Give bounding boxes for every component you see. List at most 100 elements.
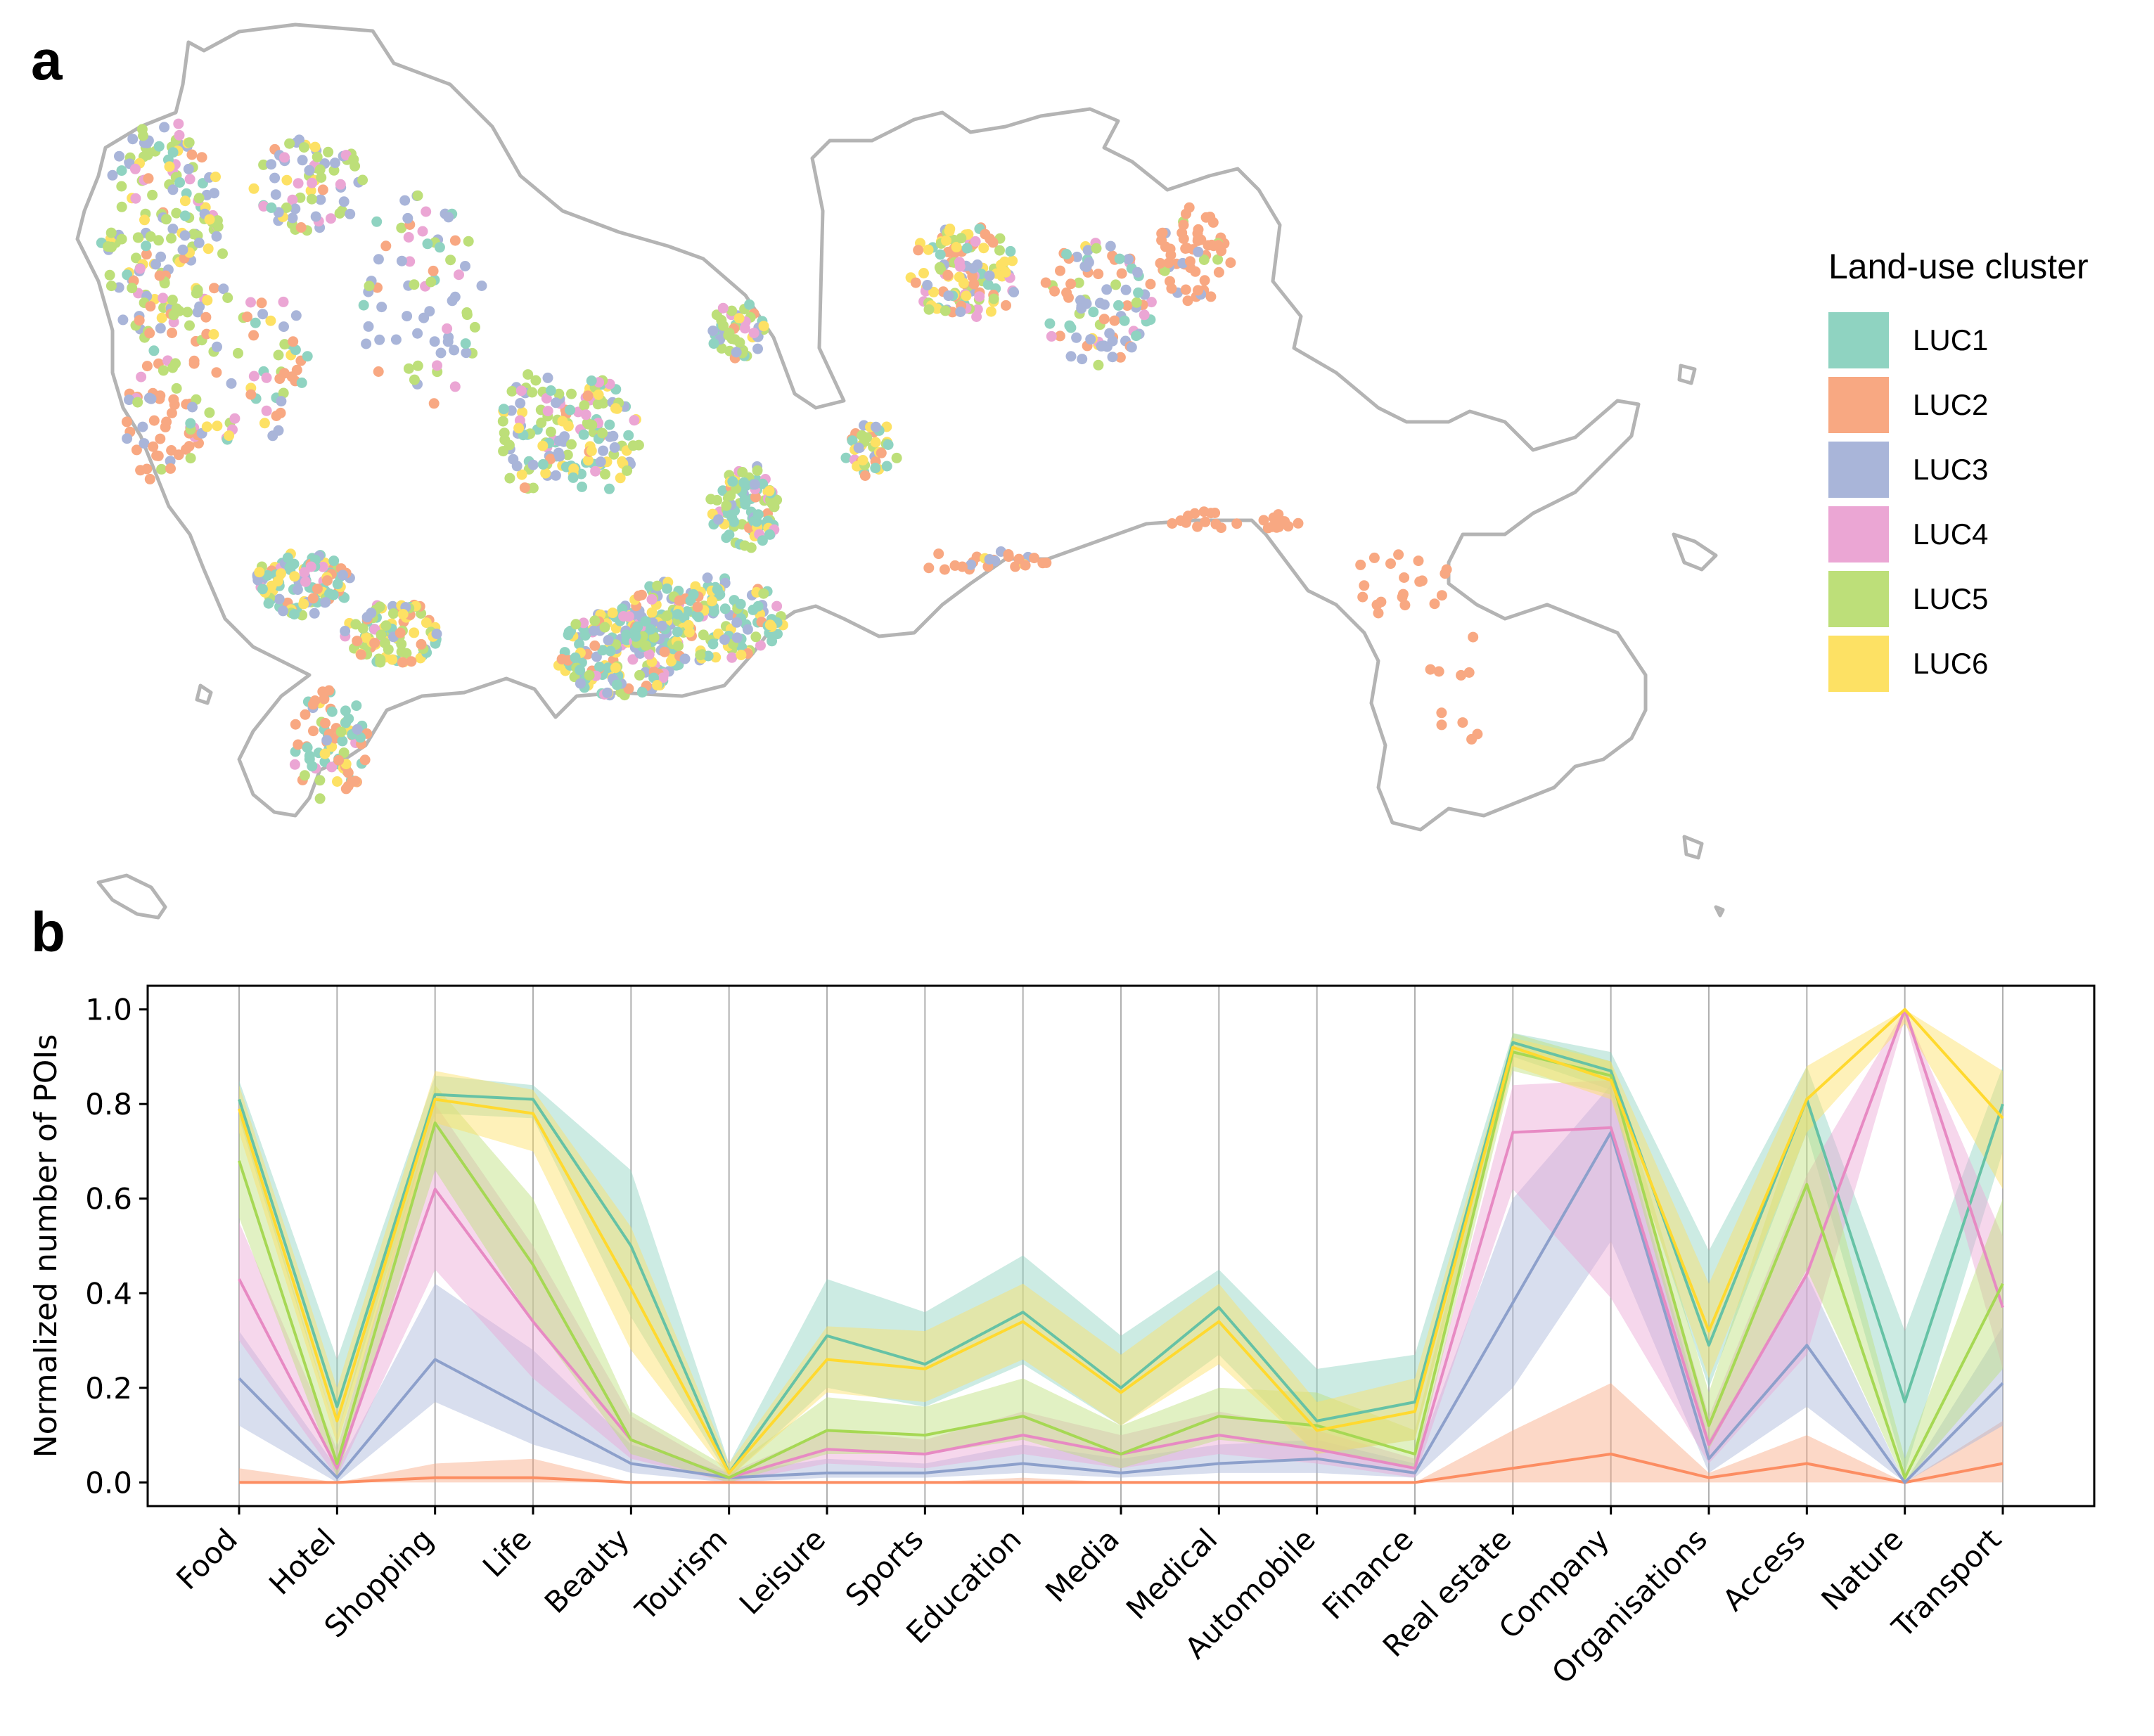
map-point [153, 235, 164, 246]
map-point [499, 427, 510, 439]
map-point [1076, 303, 1087, 314]
map-point [289, 759, 300, 770]
map-point [942, 269, 954, 281]
map-point [627, 654, 639, 665]
map-point [764, 485, 775, 496]
map-point [721, 500, 732, 511]
map-point [622, 465, 633, 476]
map-point [326, 706, 338, 717]
map-point [1436, 707, 1447, 719]
map-point [314, 164, 326, 175]
map-point [1094, 297, 1105, 309]
map-point [300, 576, 311, 587]
map-point [1192, 521, 1203, 532]
map-point [412, 190, 423, 201]
map-point [320, 718, 331, 728]
map-point [556, 654, 568, 664]
map-point [148, 415, 160, 426]
map-point [593, 389, 604, 400]
map-point [155, 433, 166, 444]
map-point [646, 594, 658, 605]
map-point [955, 307, 966, 317]
map-point [645, 624, 656, 635]
map-point [134, 315, 145, 326]
map-point [278, 605, 288, 617]
map-point [319, 748, 331, 759]
map-point [137, 421, 148, 432]
legend-item-luc3: LUC3 [1828, 437, 2152, 502]
map-point [328, 555, 340, 567]
map-point [188, 358, 200, 369]
map-point [1436, 719, 1447, 731]
series-line-luc6 [238, 1008, 2004, 1474]
map-point [250, 317, 261, 328]
map-point [542, 372, 553, 383]
map-point [891, 452, 902, 463]
legend-swatch-luc2 [1828, 377, 1889, 433]
map-point [387, 654, 398, 665]
map-point [1425, 664, 1436, 675]
map-point [586, 445, 597, 456]
map-point [355, 649, 366, 660]
map-point [155, 323, 166, 334]
map-point [449, 235, 461, 246]
map-point [563, 420, 574, 432]
map-point [497, 416, 508, 427]
map-point [604, 483, 615, 494]
map-point [192, 288, 203, 298]
map-point [597, 645, 608, 656]
map-point [117, 314, 129, 326]
map-point [461, 347, 472, 359]
map-point [209, 283, 219, 294]
map-point [363, 321, 374, 332]
map-point [340, 705, 351, 716]
map-point [371, 216, 383, 227]
map-point [233, 347, 243, 359]
map-point [1216, 245, 1227, 257]
map-point [674, 595, 685, 606]
map-point [1061, 249, 1072, 259]
map-point [192, 307, 203, 318]
map-hexbin-points [96, 118, 1483, 804]
map-point [726, 305, 738, 316]
map-point [918, 268, 929, 278]
map-point [469, 321, 480, 333]
map-point [958, 278, 969, 289]
map-point [951, 241, 962, 252]
map-point [212, 215, 223, 226]
map-point [1355, 559, 1366, 570]
map-point [562, 449, 573, 461]
map-point [332, 579, 343, 590]
map-point [409, 627, 420, 638]
map-point [155, 390, 166, 401]
map-point [443, 212, 454, 223]
map-point [287, 194, 298, 205]
map-point [1373, 607, 1384, 619]
map-point [935, 249, 946, 260]
map-point [1029, 553, 1040, 564]
map-point [764, 529, 775, 540]
map-point [166, 408, 177, 418]
map-point [594, 662, 605, 672]
map-point [974, 291, 985, 302]
map-point [397, 657, 408, 668]
map-point [127, 134, 139, 145]
map-point [1225, 257, 1236, 269]
map-point [428, 398, 440, 409]
map-point [876, 447, 887, 458]
map-point [707, 596, 717, 607]
map-point [294, 134, 304, 146]
city-outline [75, 22, 1725, 920]
map-point [1193, 246, 1204, 257]
x-tick-label-9: Media [1039, 1522, 1126, 1609]
map-point [271, 411, 282, 421]
map-point [771, 600, 783, 612]
map-point [380, 620, 392, 631]
map-point [321, 735, 333, 746]
map-point [589, 615, 601, 626]
map-point [270, 189, 281, 200]
map-point [988, 293, 999, 304]
map-point [1073, 277, 1084, 288]
map-point [376, 302, 387, 313]
